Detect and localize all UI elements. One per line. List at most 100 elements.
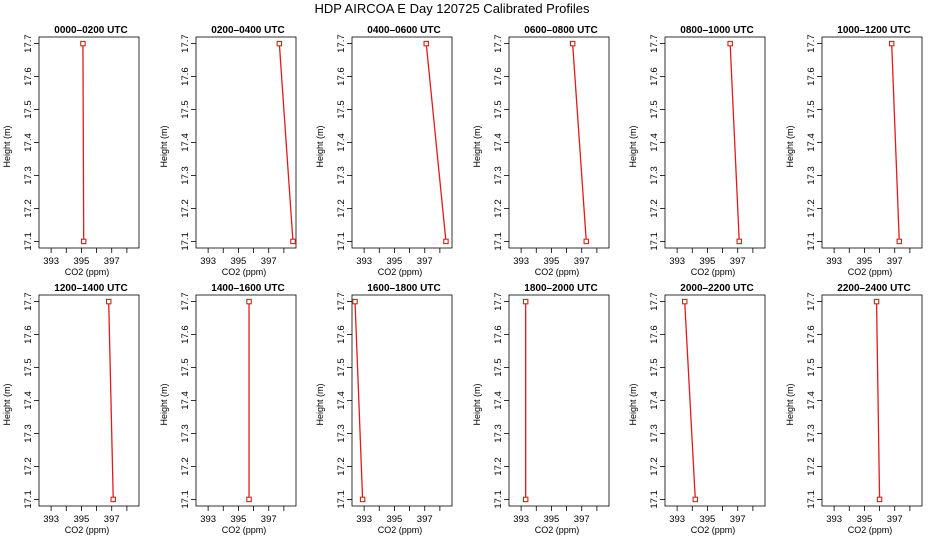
y-tick-label: 17.3 <box>493 166 504 185</box>
y-tick-label: 17.1 <box>649 232 660 251</box>
x-tick-label: 395 <box>699 514 715 525</box>
y-tick-label: 17.3 <box>649 424 660 443</box>
profile-panel: 0400–0600 UTC 17.1 17.2 17.3 17.4 17.5 17.6 17.… <box>315 25 453 277</box>
profile-point <box>876 496 883 503</box>
profile-line <box>729 43 740 242</box>
y-tick-label: 17.4 <box>493 391 504 410</box>
x-tick-label: 397 <box>730 514 746 525</box>
y-tick-label: 17.5 <box>336 100 347 119</box>
y-tick-label: 17.3 <box>806 166 817 185</box>
profile-point <box>896 238 903 245</box>
panels-grid: 0000–0200 UTC 17.1 17.2 17.3 17.4 17.5 17.6 17.… <box>2 25 923 535</box>
x-tick-label: 397 <box>417 256 433 267</box>
x-tick-label: 395 <box>73 514 89 525</box>
x-tick-label: 397 <box>574 256 590 267</box>
y-tick-label: 17.5 <box>649 100 660 119</box>
x-tick-label: 393 <box>356 256 372 267</box>
y-tick-label: 17.1 <box>649 490 660 509</box>
y-tick-label: 17.5 <box>806 100 817 119</box>
y-axis-label: Height (m) <box>159 125 169 167</box>
panel-title: 0400–0600 UTC <box>367 25 440 36</box>
profile-point <box>736 238 742 245</box>
profile-point <box>110 496 116 503</box>
y-axis-label: Height (m) <box>315 383 325 425</box>
panel-title: 0800–1000 UTC <box>680 25 753 36</box>
profile-panel: 1800–2000 UTC 17.1 17.2 17.3 17.4 17.5 17.6 17.… <box>472 283 610 535</box>
profile-point <box>359 496 366 503</box>
panel-title: 0600–0800 UTC <box>524 25 597 36</box>
y-tick-label: 17.6 <box>23 325 34 344</box>
x-tick-label: 393 <box>513 514 529 525</box>
y-tick-label: 17.6 <box>180 67 191 86</box>
y-tick-label: 17.4 <box>806 391 817 410</box>
y-tick-label: 17.3 <box>180 424 191 443</box>
profile-panel: 0600–0800 UTC 17.1 17.2 17.3 17.4 17.5 17.6 17.… <box>472 25 610 277</box>
y-axis-label: Height (m) <box>785 125 795 167</box>
x-tick-label: 395 <box>230 256 246 267</box>
y-tick-label: 17.4 <box>649 391 660 410</box>
profile-panel: 0000–0200 UTC 17.1 17.2 17.3 17.4 17.5 17.6 17.… <box>2 25 140 277</box>
y-tick-label: 17.7 <box>493 34 504 53</box>
y-axis-label: Height (m) <box>472 125 482 167</box>
y-tick-label: 17.7 <box>23 292 34 311</box>
y-tick-label: 17.6 <box>23 67 34 86</box>
profile-panel: 2000–2200 UTC 17.1 17.2 17.3 17.4 17.5 17.6 17.… <box>628 283 766 535</box>
profile-panel: 0800–1000 UTC 17.1 17.2 17.3 17.4 17.5 17.6 17.… <box>628 25 766 277</box>
y-tick-label: 17.6 <box>806 67 817 86</box>
y-tick-label: 17.7 <box>806 292 817 311</box>
y-tick-label: 17.7 <box>493 292 504 311</box>
x-tick-label: 397 <box>887 256 903 267</box>
profile-point <box>873 298 880 305</box>
x-tick-label: 397 <box>574 514 590 525</box>
panel-title: 0000–0200 UTC <box>54 25 127 36</box>
x-tick-label: 393 <box>669 514 685 525</box>
y-tick-label: 17.3 <box>23 424 34 443</box>
profile-panel: 0200–0400 UTC 17.1 17.2 17.3 17.4 17.5 17.6 17.… <box>159 25 297 277</box>
profile-point <box>727 40 733 47</box>
y-tick-label: 17.3 <box>23 166 34 185</box>
y-tick-label: 17.5 <box>180 100 191 119</box>
x-tick-label: 395 <box>386 256 402 267</box>
x-axis-label: CO2 (ppm) <box>222 267 267 277</box>
y-tick-label: 17.2 <box>180 199 191 218</box>
panel-title: 1200–1400 UTC <box>54 283 127 294</box>
profile-point <box>423 40 429 47</box>
y-tick-label: 17.2 <box>180 457 191 476</box>
y-tick-label: 17.7 <box>180 292 191 311</box>
y-tick-label: 17.5 <box>806 358 817 377</box>
y-tick-label: 17.6 <box>180 325 191 344</box>
x-tick-label: 393 <box>826 256 842 267</box>
x-axis-label: CO2 (ppm) <box>691 525 736 535</box>
panel-title: 0200–0400 UTC <box>211 25 284 36</box>
y-axis-label: Height (m) <box>159 383 169 425</box>
y-tick-label: 17.6 <box>649 325 660 344</box>
y-tick-label: 17.1 <box>493 232 504 251</box>
y-tick-label: 17.7 <box>336 292 347 311</box>
profile-point <box>569 40 576 47</box>
y-tick-label: 17.3 <box>336 166 347 185</box>
x-tick-label: 395 <box>699 256 715 267</box>
y-tick-label: 17.6 <box>806 325 817 344</box>
x-axis-label: CO2 (ppm) <box>535 525 580 535</box>
profile-line <box>684 301 696 500</box>
y-tick-label: 17.6 <box>493 67 504 86</box>
profile-point <box>522 298 529 305</box>
x-tick-label: 397 <box>417 514 433 525</box>
y-tick-label: 17.5 <box>23 100 34 119</box>
profile-panel: 1200–1400 UTC 17.1 17.2 17.3 17.4 17.5 17.6 17.… <box>2 283 140 535</box>
x-tick-label: 393 <box>43 514 59 525</box>
y-tick-label: 17.5 <box>493 358 504 377</box>
x-axis-label: CO2 (ppm) <box>378 525 423 535</box>
panel-title: 2200–2400 UTC <box>837 283 910 294</box>
y-tick-label: 17.7 <box>23 34 34 53</box>
y-tick-label: 17.3 <box>806 424 817 443</box>
x-tick-label: 397 <box>104 256 120 267</box>
y-tick-label: 17.5 <box>180 358 191 377</box>
y-tick-label: 17.5 <box>649 358 660 377</box>
y-tick-label: 17.3 <box>649 166 660 185</box>
y-tick-label: 17.5 <box>23 358 34 377</box>
y-tick-label: 17.2 <box>493 199 504 218</box>
profile-point <box>80 238 87 245</box>
x-tick-label: 395 <box>543 514 559 525</box>
